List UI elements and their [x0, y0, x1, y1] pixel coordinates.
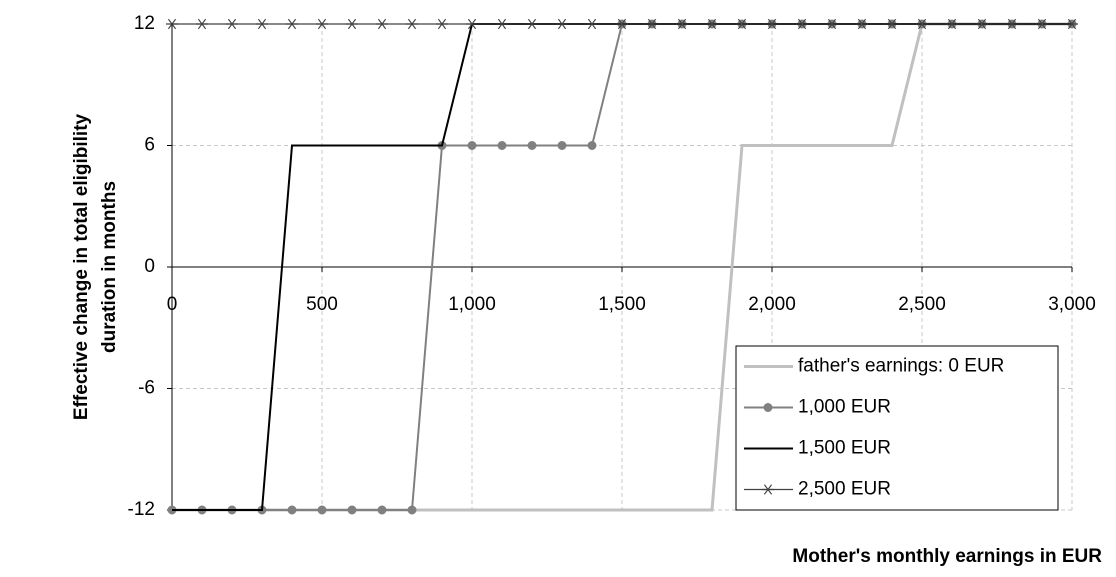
y-axis-label-line: Effective change in total eligibility — [71, 113, 92, 420]
y-tick-label: 0 — [144, 256, 155, 277]
legend-label: 2,500 EUR — [798, 479, 891, 500]
marker — [946, 18, 958, 30]
marker — [196, 18, 208, 30]
marker — [496, 18, 508, 30]
marker — [826, 18, 838, 30]
legend-box — [735, 345, 1059, 511]
legend-label: 1,000 EUR — [798, 397, 891, 418]
marker — [676, 18, 688, 30]
marker — [377, 505, 387, 515]
legend-label: father's earnings: 0 EUR — [798, 356, 1004, 377]
legend-label: 1,500 EUR — [798, 438, 891, 459]
x-axis-label: Mother's monthly earnings in EUR — [792, 546, 1102, 567]
x-tick-label: 3,000 — [1048, 294, 1096, 315]
marker — [226, 18, 238, 30]
marker — [466, 18, 478, 30]
marker — [916, 18, 928, 30]
marker — [557, 141, 567, 150]
marker — [1066, 18, 1078, 30]
y-tick-label: 12 — [134, 13, 155, 34]
legend-marker — [762, 484, 774, 495]
marker — [406, 18, 418, 30]
marker — [616, 18, 628, 30]
y-tick-label: 6 — [144, 135, 155, 156]
marker — [316, 18, 328, 30]
x-tick-label: 1,000 — [448, 294, 496, 315]
marker — [1036, 18, 1048, 30]
y-tick-label: -6 — [138, 378, 155, 399]
marker — [587, 141, 597, 150]
marker — [287, 505, 297, 515]
marker — [1006, 18, 1018, 30]
legend-marker — [763, 403, 773, 412]
y-axis-label: Effective change in total eligibility du… — [71, 113, 120, 420]
marker — [736, 18, 748, 30]
marker — [467, 141, 477, 150]
marker — [766, 18, 778, 30]
marker — [586, 18, 598, 30]
marker — [436, 18, 448, 30]
marker — [526, 18, 538, 30]
x-tick-label: 500 — [306, 294, 338, 315]
marker — [856, 18, 868, 30]
marker — [376, 18, 388, 30]
marker — [346, 18, 358, 30]
marker — [166, 18, 178, 30]
marker — [796, 18, 808, 30]
marker — [347, 505, 357, 515]
y-tick-label: -12 — [128, 499, 155, 520]
y-axis-label-line: duration in months — [99, 181, 120, 353]
marker — [527, 141, 537, 150]
marker — [256, 18, 268, 30]
marker — [646, 18, 658, 30]
x-tick-label: 2,500 — [898, 294, 946, 315]
marker — [286, 18, 298, 30]
marker — [706, 18, 718, 30]
x-tick-label: 1,500 — [598, 294, 646, 315]
marker — [407, 505, 417, 515]
marker — [556, 18, 568, 30]
marker — [497, 141, 507, 150]
marker — [976, 18, 988, 30]
marker — [886, 18, 898, 30]
marker — [317, 505, 327, 515]
x-tick-label: 2,000 — [748, 294, 796, 315]
